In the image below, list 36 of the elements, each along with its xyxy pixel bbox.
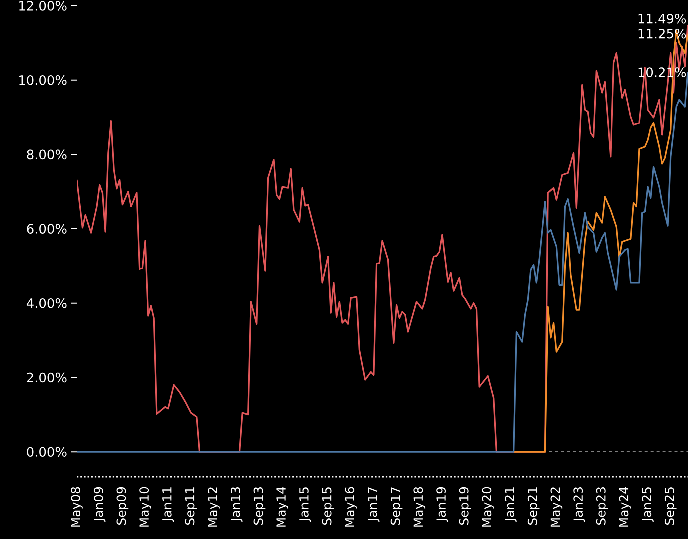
x-tick-label: Jan15 (300, 488, 312, 522)
x-tick-label: Sep21 (528, 488, 540, 526)
annotation: 11.49% (638, 14, 686, 24)
x-tick-label: Jan19 (436, 487, 448, 522)
x-tick-label: Jan11 (162, 488, 174, 522)
y-tick-label: 4.00% (26, 298, 67, 308)
x-tick-label: Sep15 (322, 488, 334, 526)
x-tick-label: Sep23 (596, 488, 608, 526)
y-tick-label: 12.00% (20, 1, 67, 11)
y-tick-label: 2.00% (27, 372, 67, 383)
line-series (513, 30, 688, 453)
x-tick-label: Jan09 (94, 487, 106, 522)
x-tick-label: Sep25 (664, 488, 677, 526)
x-tick-label: May14 (276, 487, 288, 527)
y-tick-label: 0.00% (27, 447, 67, 457)
x-tick-label: Jan17 (368, 488, 380, 522)
x-tick-label: May12 (208, 488, 220, 527)
y-tick-label: 8.00% (27, 150, 67, 160)
y-tick-label: 6.00% (27, 224, 67, 234)
x-tick-label: May16 (345, 487, 358, 527)
x-tick-label: Sep17 (390, 488, 403, 526)
x-tick-label: May18 (414, 487, 426, 527)
x-tick-label: May24 (619, 487, 632, 527)
x-tick-label: Sep19 (459, 487, 472, 526)
x-tick-label: Jan21 (505, 488, 517, 522)
x-tick-label: Jan13 (231, 488, 243, 522)
x-tick-label: May10 (140, 487, 152, 527)
x-tick-label: May22 (550, 488, 563, 527)
y-tick-label: 10.00% (20, 75, 67, 86)
x-tick-label: Sep11 (185, 488, 198, 526)
x-tick-label: Sep09 (116, 487, 129, 526)
x-tick-label: Jan25 (642, 488, 654, 522)
x-tick-label: Sep13 (254, 488, 266, 526)
x-tick-label: Jan23 (574, 488, 586, 522)
x-tick-label: May20 (482, 487, 494, 527)
x-tick-label: May08 (71, 487, 83, 527)
